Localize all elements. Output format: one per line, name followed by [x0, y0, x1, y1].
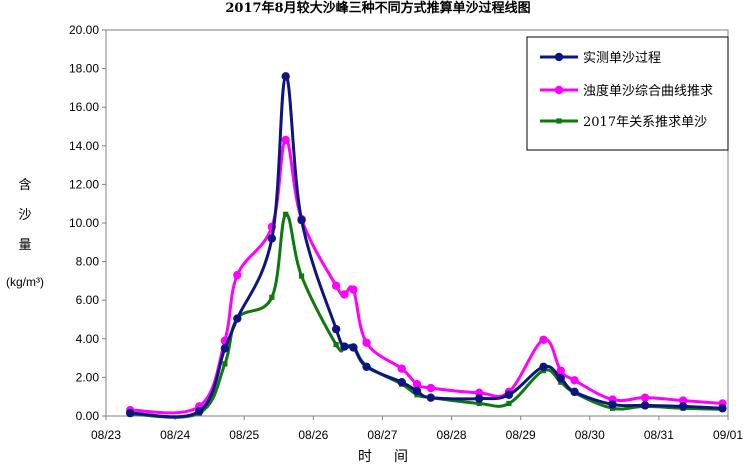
series-1-point: [331, 324, 341, 334]
series-2: [125, 135, 727, 415]
y-tick-label: 2.00: [76, 370, 100, 384]
y-axis-unit: (kg/m³): [6, 275, 44, 289]
y-axis-label-line-3: 量: [18, 238, 31, 253]
legend-label: 浊度单沙综合曲线推求: [583, 83, 713, 99]
y-tick-label: 20.00: [69, 23, 99, 37]
y-tick-label: 12.00: [69, 177, 99, 191]
series-2-point: [539, 335, 548, 344]
series-2-point: [640, 393, 650, 402]
series-1-point: [362, 362, 371, 371]
series-2-point: [340, 290, 349, 299]
y-tick-label: 14.00: [69, 139, 99, 153]
legend-swatch-marker: [554, 52, 564, 62]
y-tick-label: 4.00: [76, 332, 100, 346]
x-tick-label: 08/25: [229, 428, 259, 442]
x-tick-label: 09/01: [713, 428, 743, 442]
series-1: [125, 72, 727, 419]
series-2-point: [362, 338, 371, 347]
x-tick-label: 08/31: [644, 428, 674, 442]
series-1-point: [475, 394, 484, 403]
series-2-point: [475, 388, 484, 398]
x-axis-label: 时间: [358, 449, 430, 465]
legend-entry-1: 实测单沙过程: [540, 51, 661, 66]
legend-swatch-marker: [554, 85, 564, 95]
y-tick-label: 10.00: [69, 216, 99, 230]
series-1-point: [233, 314, 242, 323]
y-tick-label: 0.00: [76, 409, 100, 423]
x-tick-label: 08/24: [160, 428, 190, 442]
series-1-point: [195, 406, 204, 416]
series-3-point: [298, 273, 305, 279]
series-1-point: [340, 342, 349, 351]
series-1-point: [570, 387, 579, 397]
series-2-point: [556, 366, 565, 375]
series-2-point: [412, 379, 422, 389]
series-3-point: [333, 341, 339, 348]
series-1-point: [220, 344, 230, 353]
series-1-point: [125, 408, 135, 418]
series-1-point: [678, 402, 688, 411]
series-1-point: [556, 374, 565, 383]
chart-title: 2017年8月较大沙峰三种不同方式推算单沙过程线图: [225, 0, 530, 16]
series-2-point: [426, 383, 436, 393]
series-2-point: [570, 376, 579, 385]
y-axis-label-line-2: 沙: [18, 208, 31, 223]
y-tick-label: 18.00: [69, 62, 99, 76]
series-2-point: [397, 364, 406, 373]
y-tick-label: 6.00: [76, 293, 100, 307]
series-3-point: [476, 400, 482, 407]
series-2-point: [281, 135, 290, 145]
series-3-point: [222, 361, 228, 367]
x-tick-label: 08/26: [298, 428, 328, 442]
series-1-point: [397, 378, 406, 387]
x-axis: 08/23 08/24 08/25 08/26 08/27 08/28 08/29 08/30…: [91, 416, 743, 442]
series-2-point: [331, 281, 341, 290]
series-1-point: [412, 386, 422, 396]
series-1-point: [426, 393, 436, 402]
y-tick-label: 8.00: [76, 255, 100, 269]
series-3-point: [269, 294, 275, 300]
series-1-point: [504, 390, 514, 399]
series-3-point: [283, 211, 289, 217]
legend-entry-3: 2017年关系推求单沙: [540, 115, 707, 130]
legend-label: 2017年关系推求单沙: [583, 115, 707, 130]
x-tick-label: 08/27: [367, 428, 397, 442]
x-tick-label: 08/23: [91, 428, 121, 442]
y-axis: 0.00 2.00 4.00 6.00 8.00 10.00 12.00 14.00 16.00…: [69, 23, 106, 423]
legend-entry-2: 浊度单沙综合曲线推求: [540, 83, 713, 99]
series-2-point: [678, 396, 688, 405]
series-layer: [125, 72, 727, 419]
series-1-point: [640, 401, 650, 410]
x-tick-label: 08/30: [575, 428, 605, 442]
series-1-point: [349, 343, 358, 352]
series-1-point: [267, 234, 277, 243]
series-1-point: [297, 215, 306, 225]
series-1-point: [608, 400, 617, 409]
legend-label: 实测单沙过程: [583, 51, 661, 66]
x-tick-label: 08/29: [506, 428, 536, 442]
series-1-point: [539, 362, 548, 371]
series-1-point: [718, 404, 727, 413]
y-tick-label: 16.00: [69, 100, 99, 114]
y-axis-label-line-1: 含: [18, 177, 31, 193]
series-2-point: [349, 285, 358, 294]
series-3-point: [506, 400, 512, 407]
series-1-point: [281, 72, 290, 81]
x-tick-label: 08/28: [437, 428, 467, 442]
series-2-point: [233, 270, 242, 280]
legend-swatch-marker: [556, 118, 562, 124]
